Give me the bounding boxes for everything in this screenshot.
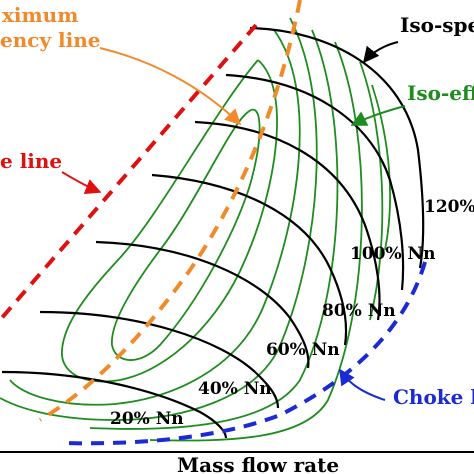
speed-line-110 bbox=[225, 73, 405, 291]
speed-line-100 bbox=[194, 120, 381, 321]
x-axis-label: Mass flow rate bbox=[177, 453, 339, 474]
speed-line-20 bbox=[1, 370, 228, 439]
efficiency-contour-4 bbox=[0, 17, 318, 421]
speed-label-80: 80% Nn bbox=[322, 301, 396, 321]
efficiency-contour-8 bbox=[371, 84, 391, 251]
speed-line-40 bbox=[39, 310, 280, 409]
surge-line-arrow bbox=[61, 171, 102, 195]
efficiency-contour-5 bbox=[89, 29, 339, 430]
speed-line-80 bbox=[151, 173, 348, 346]
max-efficiency-label-line1: ximum bbox=[2, 3, 78, 27]
efficiency-contour-3 bbox=[9, 29, 301, 406]
speed-label-60: 60% Nn bbox=[266, 340, 340, 360]
iso-speed-lines bbox=[1, 26, 425, 439]
speed-label-20: 20% Nn bbox=[110, 409, 184, 429]
speed-line-120 bbox=[249, 26, 425, 269]
speed-label-40: 40% Nn bbox=[198, 379, 272, 399]
efficiency-contour-6 bbox=[149, 41, 363, 442]
efficiency-contour-1 bbox=[111, 108, 261, 361]
choke-line-arrow bbox=[339, 368, 386, 401]
max-efficiency-label-line2: ency line bbox=[0, 28, 101, 52]
surge-line-label: e line bbox=[0, 149, 62, 173]
iso-efficiency-label: Iso-eff bbox=[407, 81, 474, 105]
speed-label-120: 120% bbox=[424, 197, 474, 217]
choke-line-label: Choke l bbox=[393, 385, 474, 409]
efficiency-contour-7 bbox=[359, 61, 384, 321]
speed-line-60 bbox=[95, 240, 310, 369]
max-efficiency-line bbox=[38, 0, 302, 422]
max-efficiency-arrow bbox=[99, 47, 242, 126]
iso-speed-label: Iso-spe bbox=[400, 13, 474, 37]
speed-label-100: 100% Nn bbox=[350, 244, 435, 264]
iso-efficiency-contours bbox=[0, 17, 391, 442]
iso-efficiency-arrow bbox=[350, 105, 406, 126]
iso-speed-arrow bbox=[362, 41, 399, 64]
